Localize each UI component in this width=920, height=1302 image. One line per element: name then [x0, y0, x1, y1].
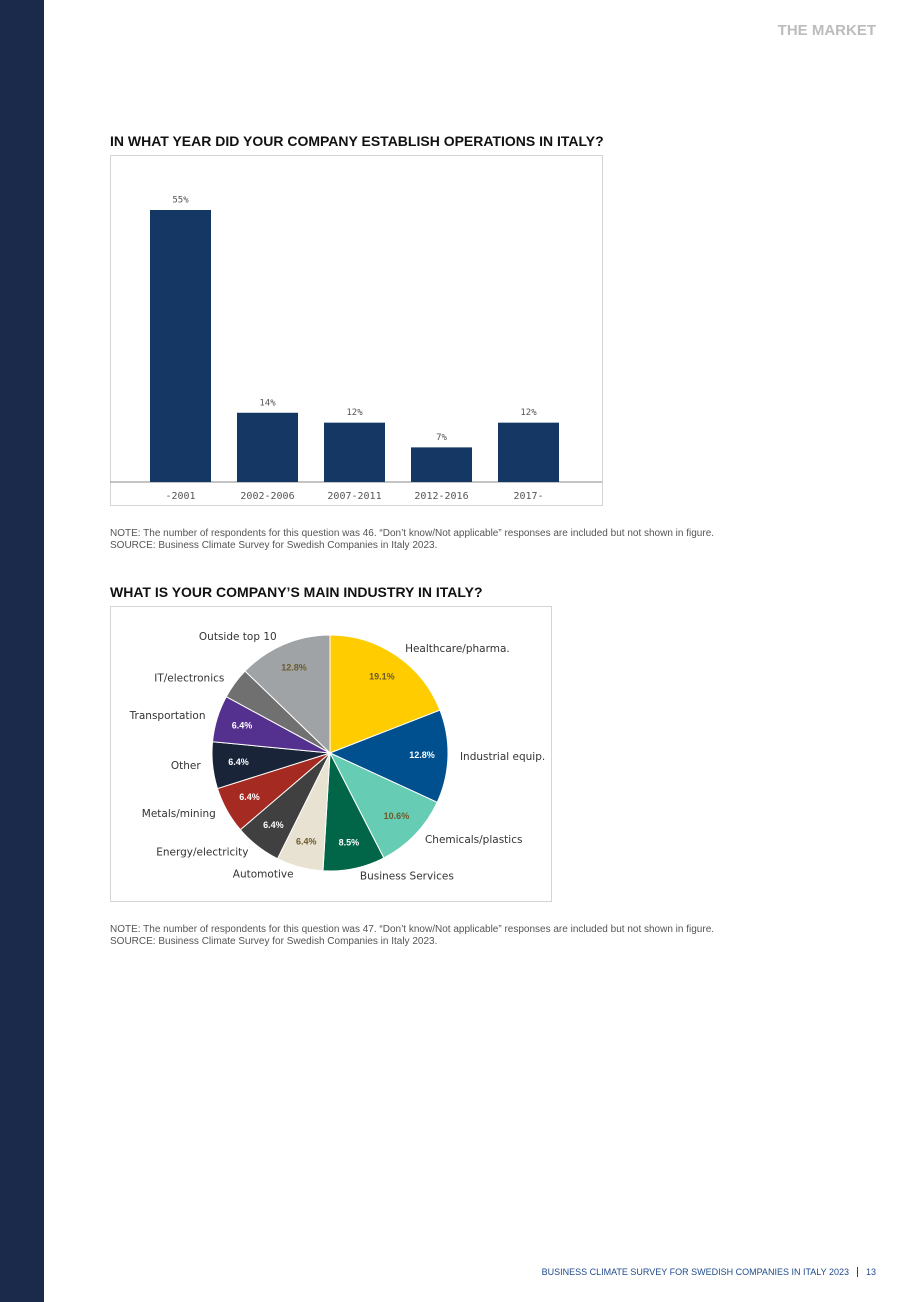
value-label: 10.6%	[384, 811, 410, 821]
x-tick-label: 2002-2006	[240, 491, 294, 502]
note: NOTE: The number of respondents for this…	[110, 528, 715, 539]
value-label: 6.4%	[228, 757, 249, 767]
category-label: Other	[171, 760, 201, 772]
pie-slice	[328, 709, 449, 804]
x-tick-label: 2012-2016	[414, 491, 468, 502]
category-label: Metals/mining	[142, 808, 216, 820]
section-title: THE MARKET	[777, 22, 876, 39]
separator	[856, 1267, 858, 1277]
bar	[150, 210, 211, 482]
source: SOURCE: Business Climate Survey for Swed…	[110, 936, 438, 947]
x-tick-label: 2007-2011	[327, 491, 381, 502]
source: SOURCE: Business Climate Survey for Swed…	[110, 540, 438, 551]
footer: BUSINESS CLIMATE SURVEY FOR SWEDISH COMP…	[542, 1267, 876, 1277]
x-tick-label: -2001	[165, 491, 195, 502]
value-label: 6.4%	[296, 836, 317, 846]
category-label: IT/electronics	[154, 673, 224, 685]
category-label: Outside top 10	[199, 631, 277, 643]
value-label: 14%	[259, 398, 276, 408]
category-label: Healthcare/pharma.	[405, 643, 510, 655]
category-label: Business Services	[360, 870, 454, 882]
pie-slice	[329, 634, 441, 754]
value-label: 6.4%	[232, 720, 253, 730]
bar	[411, 447, 472, 482]
pie-slice	[328, 751, 438, 859]
footer-text: BUSINESS CLIMATE SURVEY FOR SWEDISH COMP…	[541, 1267, 849, 1277]
value-label: 8.5%	[339, 837, 360, 847]
value-label: 6.4%	[239, 792, 260, 802]
note-block: NOTE: The number of respondents for this…	[110, 528, 730, 552]
category-label: Transportation	[129, 710, 206, 722]
note: NOTE: The number of respondents for this…	[110, 924, 715, 935]
chart-title: WHAT IS YOUR COMPANY’S MAIN INDUSTRY IN …	[110, 584, 483, 600]
value-label: 19.1%	[369, 671, 395, 681]
value-label: 12.8%	[281, 663, 307, 673]
note-block: NOTE: The number of respondents for this…	[110, 924, 730, 948]
value-label: 12%	[520, 408, 537, 418]
category-label: Automotive	[233, 869, 294, 881]
bar	[498, 422, 559, 482]
value-label: 55%	[172, 196, 189, 206]
value-label: 12%	[346, 408, 363, 418]
chart-title: IN WHAT YEAR DID YOUR COMPANY ESTABLISH …	[110, 133, 604, 149]
category-label: Industrial equip.	[460, 751, 545, 763]
category-label: Energy/electricity	[156, 846, 248, 858]
chart-frame	[110, 606, 552, 902]
value-label: 7%	[436, 433, 447, 443]
x-tick-label: 2017-	[513, 491, 543, 502]
bar	[324, 422, 385, 482]
category-label: Chemicals/plastics	[425, 834, 523, 846]
chart-frame	[110, 155, 603, 506]
page-number: 13	[865, 1267, 876, 1277]
bar	[237, 412, 298, 482]
value-label: 12.8%	[409, 750, 435, 760]
value-label: 6.4%	[263, 820, 284, 830]
sidebar	[0, 0, 44, 1302]
pie-slice	[244, 634, 331, 755]
